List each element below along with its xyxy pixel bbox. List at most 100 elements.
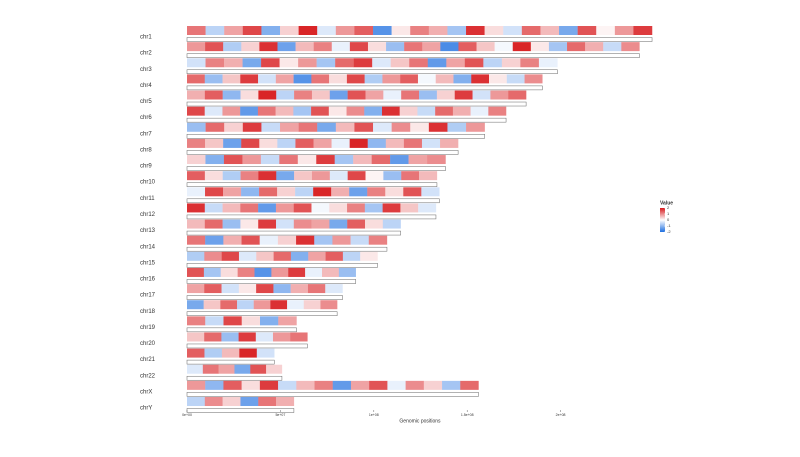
heatmap-cell — [275, 203, 294, 213]
heatmap-cell — [187, 171, 206, 181]
heatmap-cell — [422, 42, 441, 52]
heatmap-cell — [382, 74, 401, 84]
heatmap-cell — [222, 219, 241, 229]
heatmap-cell — [187, 235, 206, 245]
legend-tick-label: 0 — [667, 217, 670, 222]
heatmap-cell — [329, 203, 348, 213]
heatmap-cell — [256, 251, 274, 261]
heatmap-cell — [347, 171, 366, 181]
heatmap-cell — [372, 58, 391, 68]
chromosome-label: chr14 — [140, 244, 156, 250]
heatmap-cell — [222, 203, 241, 213]
heatmap-cell — [335, 26, 355, 35]
heatmap-cell — [421, 138, 441, 148]
heatmap-cell — [423, 380, 443, 390]
heatmap-cell — [427, 155, 446, 165]
heatmap-cell — [205, 58, 225, 68]
chromosome-label: chr13 — [140, 228, 156, 234]
heatmap-cell — [237, 267, 255, 277]
heatmap-cell — [223, 138, 242, 148]
chromosome-label: chr4 — [140, 83, 152, 89]
heatmap-cell — [278, 380, 297, 390]
heatmap-cell — [203, 267, 221, 277]
heatmap-cell — [259, 138, 278, 148]
heatmap-cell — [187, 187, 206, 197]
heatmap-cell — [202, 364, 219, 374]
heatmap-cell — [261, 122, 281, 132]
heatmap-cell — [331, 187, 350, 197]
heatmap-cell — [204, 74, 223, 84]
heatmap-cell — [399, 106, 418, 116]
heatmap-cell — [548, 42, 568, 52]
heatmap-cell — [187, 284, 205, 294]
chromosome-label: chr20 — [140, 341, 156, 347]
heatmap-cell — [471, 74, 490, 84]
heatmap-cell — [187, 267, 205, 277]
heatmap-cell — [259, 187, 278, 197]
heatmap-cell — [490, 90, 509, 100]
heatmap-cell — [256, 284, 274, 294]
heatmap-cell — [187, 332, 205, 342]
chromosome-label: chr12 — [140, 212, 156, 218]
heatmap-cell — [325, 251, 344, 261]
heatmap-cell — [488, 106, 507, 116]
heatmap-cell — [354, 122, 374, 132]
ideogram — [186, 214, 437, 220]
heatmap-cell — [367, 138, 387, 148]
heatmap-cell — [442, 380, 461, 390]
chromosome-label: chr22 — [140, 373, 156, 379]
heatmap-cell — [205, 122, 225, 132]
heatmap-cell — [221, 251, 240, 261]
heatmap-cell — [538, 58, 558, 68]
heatmap-cell — [313, 138, 332, 148]
heatmap-cell — [261, 26, 281, 35]
heatmap-cell — [385, 187, 404, 197]
ideogram — [186, 246, 388, 252]
heatmap-cell — [204, 219, 223, 229]
heatmap-cell — [391, 122, 411, 132]
heatmap-cell — [350, 235, 369, 245]
heatmap-cell — [329, 219, 348, 229]
heatmap-cell — [335, 122, 355, 132]
heatmap-cell — [329, 90, 348, 100]
heatmap-cell — [410, 26, 430, 35]
heatmap-cell — [373, 26, 392, 35]
heatmap-cell — [238, 284, 257, 294]
heatmap-cell — [316, 155, 335, 165]
chromosome-label: chr18 — [140, 309, 156, 315]
heatmap-cell — [419, 171, 438, 181]
heatmap-cell — [404, 42, 423, 52]
heatmap-cell — [241, 42, 260, 52]
heatmap-cell — [360, 251, 378, 261]
heatmap-cell — [567, 42, 586, 52]
heatmap-cell — [278, 316, 297, 326]
heatmap-cell — [238, 332, 256, 342]
heatmap-cell — [387, 380, 406, 390]
heatmap-cell — [276, 171, 295, 181]
chromosome-label: chr11 — [140, 196, 155, 202]
chromosome-label: chr21 — [140, 357, 156, 363]
heatmap-cell — [320, 300, 338, 310]
heatmap-cell — [368, 235, 388, 245]
heatmap-cell — [260, 155, 280, 165]
heatmap-cell — [221, 284, 240, 294]
heatmap-cell — [466, 26, 485, 35]
x-tick-label: 1.5e+08 — [461, 413, 474, 417]
heatmap-cell — [418, 203, 437, 213]
heatmap-cell — [242, 155, 262, 165]
heatmap-cell — [238, 251, 257, 261]
ideogram — [186, 150, 459, 155]
heatmap-cell — [255, 332, 274, 342]
heatmap-cell — [405, 380, 425, 390]
heatmap-cell — [222, 396, 241, 406]
heatmap-cell — [256, 348, 275, 358]
heatmap-cell — [311, 219, 330, 229]
heatmap-cell — [221, 332, 239, 342]
heatmap-cell — [367, 187, 386, 197]
heatmap-cell — [436, 90, 455, 100]
heatmap-cell — [383, 90, 402, 100]
heatmap-cell — [452, 106, 471, 116]
heatmap-cell — [305, 267, 323, 277]
heatmap-cell — [313, 42, 332, 52]
heatmap-cell — [203, 300, 221, 310]
